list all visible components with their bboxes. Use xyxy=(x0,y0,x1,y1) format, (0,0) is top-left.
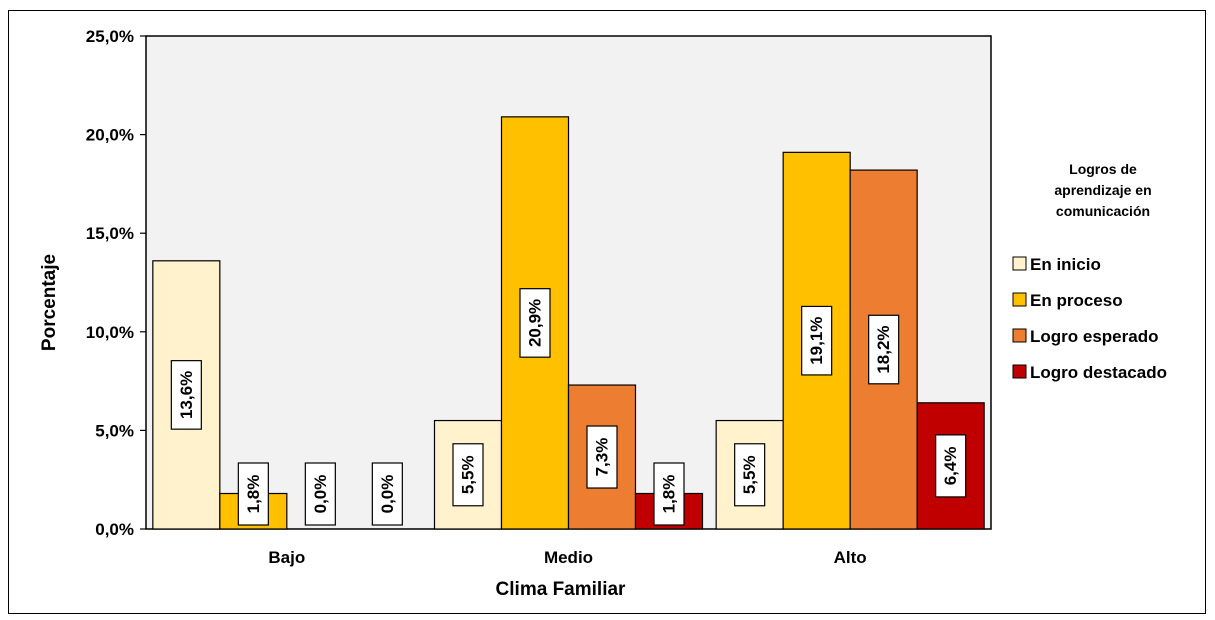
data-label-box xyxy=(304,462,336,526)
x-axis-title: Clima Familiar xyxy=(496,579,626,600)
data-label-box xyxy=(734,443,766,507)
data-label-box xyxy=(519,288,551,358)
data-label-box xyxy=(586,425,618,489)
legend-label: Logro destacado xyxy=(1030,363,1167,382)
y-tick-label: 10,0% xyxy=(86,323,134,342)
data-label: 20,9% xyxy=(526,299,545,347)
x-tick-label: Alto xyxy=(834,548,867,567)
data-label-box xyxy=(868,314,900,385)
legend-label: En inicio xyxy=(1030,255,1101,274)
legend-title: Logros de xyxy=(1069,161,1137,177)
data-label: 6,4% xyxy=(941,447,960,486)
data-label-box xyxy=(170,360,202,430)
data-label: 7,3% xyxy=(593,438,612,477)
data-label: 5,5% xyxy=(459,455,478,494)
x-tick-label: Bajo xyxy=(268,548,305,567)
y-tick-label: 20,0% xyxy=(86,126,134,145)
data-label-box xyxy=(801,305,833,376)
data-label-box xyxy=(653,462,685,526)
data-label: 1,8% xyxy=(660,475,679,514)
legend-swatch xyxy=(1012,292,1027,307)
legend-title: aprendizaje en xyxy=(1054,182,1151,198)
data-label: 0,0% xyxy=(378,475,397,514)
y-tick-label: 0,0% xyxy=(95,520,134,539)
data-label-box xyxy=(371,462,403,526)
data-label: 13,6% xyxy=(177,371,196,419)
data-label: 1,8% xyxy=(244,475,263,514)
x-tick-label: Medio xyxy=(544,548,593,567)
legend-label: Logro esperado xyxy=(1030,327,1158,346)
legend-title: comunicación xyxy=(1056,203,1150,219)
y-tick-label: 15,0% xyxy=(86,224,134,243)
y-tick-label: 5,0% xyxy=(95,421,134,440)
legend-swatch xyxy=(1012,256,1027,271)
y-tick-label: 25,0% xyxy=(86,27,134,46)
data-label-box xyxy=(935,434,967,498)
legend-label: En proceso xyxy=(1030,291,1123,310)
legend-swatch xyxy=(1012,364,1027,379)
data-label: 19,1% xyxy=(807,317,826,365)
data-label-box xyxy=(237,462,269,526)
data-label: 0,0% xyxy=(311,475,330,514)
data-label: 18,2% xyxy=(874,325,893,373)
legend-swatch xyxy=(1012,328,1027,343)
data-label: 5,5% xyxy=(740,455,759,494)
data-label-box xyxy=(452,443,484,507)
y-axis-title: Porcentaje xyxy=(39,254,60,351)
